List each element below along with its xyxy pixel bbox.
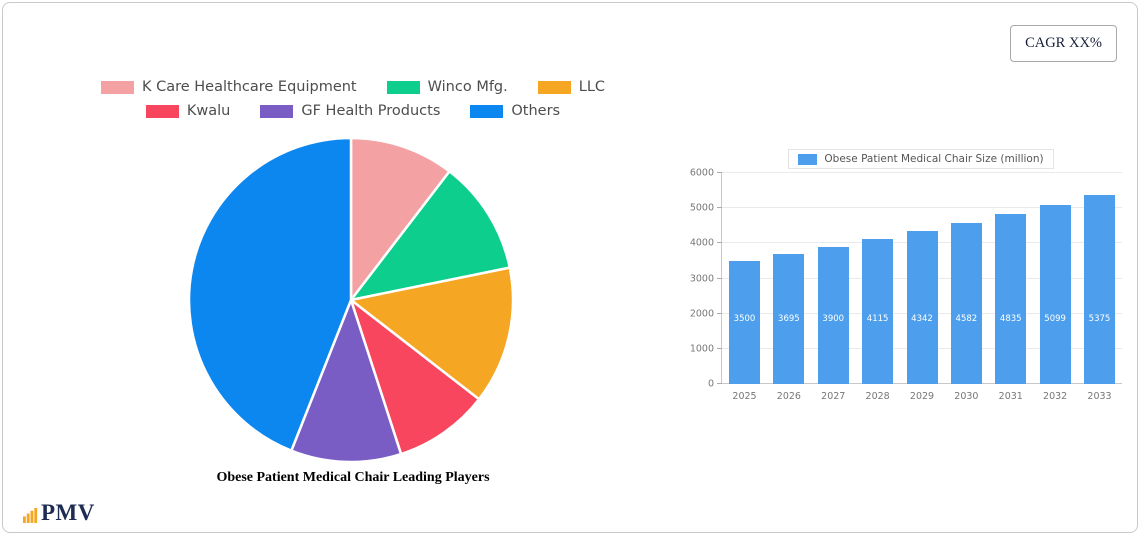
bar (862, 239, 894, 384)
bar-group: 5099 2032 (1039, 173, 1071, 402)
y-axis-tick-label: 6000 (689, 167, 714, 179)
pie-slice-3 (349, 298, 481, 456)
bar (817, 246, 849, 384)
cagr-badge: CAGR XX% (1010, 25, 1117, 62)
bar (773, 254, 805, 384)
x-axis-label: 2030 (954, 391, 979, 402)
pie-legend-item: Others (470, 103, 560, 119)
pie-legend-item: LLC (537, 79, 606, 95)
pie-legend-item: Kwalu (145, 103, 231, 119)
pie-chart-pane: K Care Healthcare Equipment Winco Mfg. LLC… (3, 3, 703, 538)
brand-logo: PMV (23, 500, 95, 526)
y-axis-tick-label: 2000 (689, 308, 714, 320)
legend-swatch (470, 104, 504, 118)
bar-value-label: 5375 (1088, 314, 1111, 324)
pie-legend-row: K Care Healthcare Equipment Winco Mfg. LLC (100, 79, 606, 95)
legend-label: Others (511, 103, 561, 119)
logo-text: PMV (41, 500, 95, 526)
bar-plot: 0 1000 2000 3000 4000 5000 6000 3500 2025 3695 202… (690, 168, 1122, 402)
bar-group: 4115 2028 (862, 173, 894, 402)
gridline (722, 207, 1122, 209)
bar-value-label: 4835 (999, 314, 1022, 324)
y-axis-tick (717, 242, 722, 244)
bar-group: 3500 2025 (729, 173, 760, 402)
bar-group: 3695 2026 (773, 173, 805, 402)
x-axis-label: 2028 (865, 391, 890, 402)
y-axis-tick-label: 4000 (689, 237, 714, 249)
pie-slice-5 (187, 136, 353, 452)
pie-slice-1 (349, 170, 511, 302)
legend-label: GF Health Products (301, 103, 441, 119)
legend-label: K Care Healthcare Equipment (141, 79, 357, 95)
y-axis-tick (717, 347, 722, 349)
bar-chart-icon (23, 507, 38, 523)
legend-swatch (145, 104, 179, 118)
y-axis-tick-label: 5000 (689, 202, 714, 214)
y-axis-tick (717, 277, 722, 279)
legend-swatch (386, 80, 420, 94)
bar-legend-box: Obese Patient Medical Chair Size (millio… (788, 149, 1054, 169)
x-axis-label: 2033 (1087, 391, 1112, 402)
bar-group: 5375 2033 (1084, 173, 1115, 402)
x-axis-label: 2032 (1043, 391, 1068, 402)
x-axis-label: 2025 (732, 391, 757, 402)
pie-chart-title: Obese Patient Medical Chair Leading Play… (216, 470, 490, 485)
gridline (722, 172, 1122, 173)
x-axis-label: 2031 (998, 391, 1023, 402)
x-axis-label: 2026 (776, 391, 801, 402)
legend-swatch (260, 104, 294, 118)
y-axis-tick-label: 1000 (689, 343, 714, 355)
pie-legend: K Care Healthcare Equipment Winco Mfg. LLC… (3, 79, 703, 119)
bar (1039, 204, 1071, 384)
x-axis-label: 2027 (821, 391, 846, 402)
y-axis-tick-label: 0 (707, 378, 714, 390)
bar-value-label: 3500 (733, 314, 756, 324)
legend-swatch (537, 80, 571, 94)
bar-value-label: 3695 (778, 314, 800, 324)
y-axis-tick (717, 312, 722, 314)
pie-slice-4 (290, 298, 403, 464)
pie-slice-2 (349, 266, 515, 401)
bar-value-label: 4582 (955, 314, 978, 324)
y-axis-tick-label: 3000 (689, 273, 714, 284)
bar-group: 3900 2027 (817, 173, 849, 402)
legend-label: LLC (578, 79, 606, 95)
bar (950, 222, 982, 384)
legend-label: Winco Mfg. (427, 79, 508, 95)
bar (1084, 195, 1115, 384)
pie-slice-0 (349, 136, 451, 302)
y-axis-tick (717, 383, 722, 384)
bar-value-label: 5099 (1044, 314, 1066, 324)
bar-series: 3500 2025 3695 2026 3900 2027 4115 2028 4342 2029… (722, 173, 1122, 402)
bar-value-label: 4342 (911, 314, 933, 324)
x-axis-label: 2029 (909, 391, 935, 402)
bar (906, 231, 938, 384)
legend-swatch (100, 80, 134, 94)
bar (995, 214, 1027, 384)
bar-value-label: 4115 (866, 314, 889, 324)
bar-value-label: 3900 (822, 314, 845, 324)
pie-chart (187, 136, 515, 464)
pie-legend-item: GF Health Products (260, 103, 440, 119)
pie-legend-item: Winco Mfg. (386, 79, 508, 95)
legend-label: Kwalu (186, 103, 231, 119)
y-axis-tick (717, 172, 722, 173)
y-axis-tick (717, 207, 722, 209)
bar-legend-label: Obese Patient Medical Chair Size (millio… (824, 153, 1044, 165)
bar-group: 4342 2029 (906, 173, 938, 402)
bar-group: 4835 2031 (995, 173, 1027, 402)
bar-group: 4582 2030 (950, 173, 982, 402)
pie-legend-row: Kwalu GF Health Products Others (145, 103, 560, 119)
bar-legend: Obese Patient Medical Chair Size (millio… (721, 149, 1121, 169)
pie-legend-item: K Care Healthcare Equipment (100, 79, 357, 95)
bar (729, 260, 760, 384)
bar-legend-swatch (798, 153, 818, 165)
